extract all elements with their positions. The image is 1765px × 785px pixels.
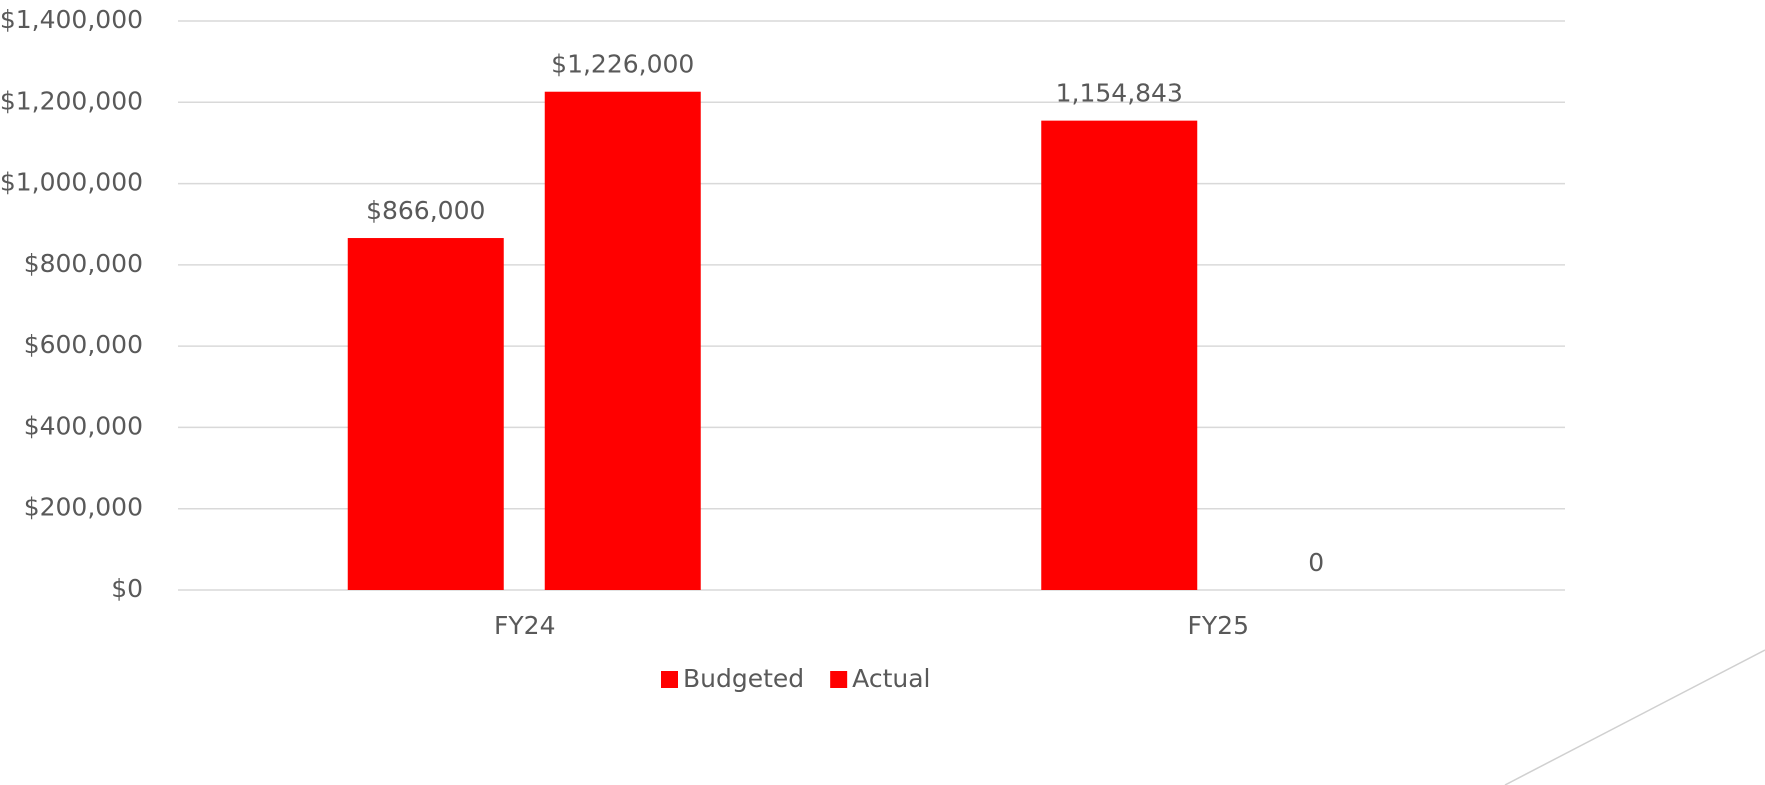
x-tick-label: FY24 xyxy=(494,611,555,640)
y-tick-label: $1,200,000 xyxy=(0,86,143,115)
decoration xyxy=(1504,649,1765,785)
legend-label: Budgeted xyxy=(683,664,804,693)
bar xyxy=(544,91,701,591)
y-tick-label: $400,000 xyxy=(24,411,143,440)
data-label: 1,154,843 xyxy=(1056,79,1183,108)
legend-swatch xyxy=(830,671,848,688)
y-tick-label: $200,000 xyxy=(24,493,143,522)
bar xyxy=(1041,120,1198,591)
y-tick-label: $0 xyxy=(111,574,143,603)
bar xyxy=(347,238,504,591)
y-tick-label: $800,000 xyxy=(24,249,143,278)
x-tick-label: FY25 xyxy=(1188,611,1249,640)
y-tick-label: $1,400,000 xyxy=(0,5,143,34)
legend-label: Actual xyxy=(852,664,930,693)
data-label: $866,000 xyxy=(366,196,485,225)
data-label: 0 xyxy=(1308,548,1324,577)
y-tick-label: $600,000 xyxy=(24,330,143,359)
legend-swatch xyxy=(661,671,678,688)
y-tick-label: $1,000,000 xyxy=(0,168,143,197)
data-label: $1,226,000 xyxy=(551,50,694,79)
